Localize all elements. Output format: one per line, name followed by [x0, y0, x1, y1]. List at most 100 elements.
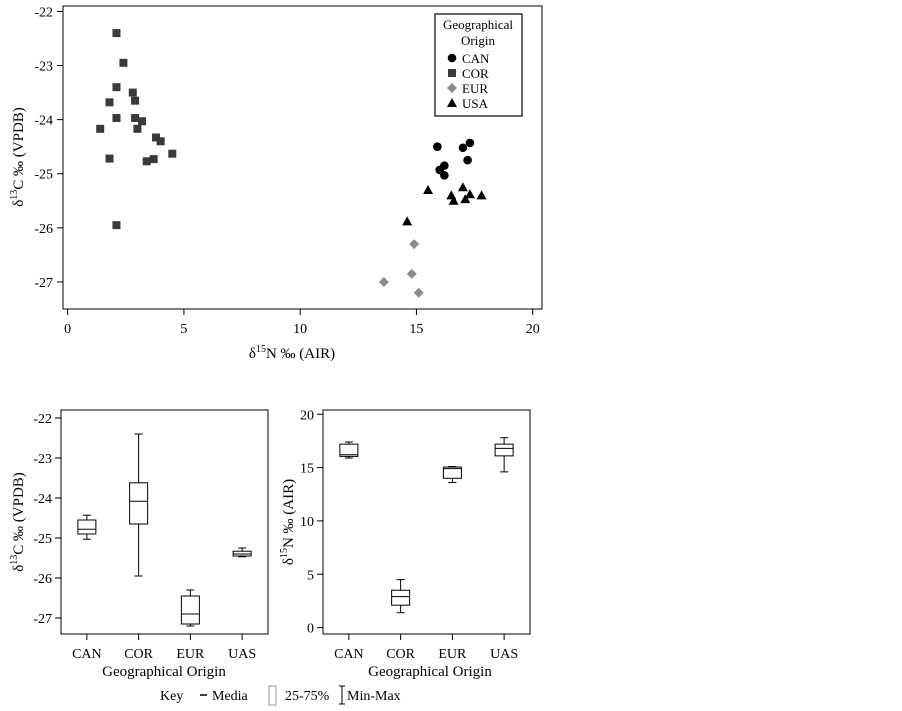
- scatter-x-tick-label: 20: [526, 322, 540, 337]
- scatter-y-label-rest: C ‰ (VPDB): [11, 107, 27, 190]
- box2-x-axis-label: Geographical Origin: [368, 664, 492, 680]
- scatter-point-usa: [402, 216, 413, 226]
- box1-y-tick-label: -26: [33, 572, 52, 587]
- legend-title-line-1: Geographical: [443, 17, 513, 32]
- scatter-y-tick-label: -24: [34, 114, 53, 129]
- scatter-chart: 0 5 10 15 20-22-23-24-25-26-27 δ15N ‰ (AIR) …: [9, 5, 543, 362]
- scatter-point-can: [463, 155, 472, 165]
- box1-y-label-delta: δ: [11, 565, 27, 572]
- legend-label-can: CAN: [462, 51, 490, 66]
- scatter-point-cor: [138, 117, 147, 126]
- scatter-x-label-sup: 15: [256, 344, 266, 355]
- legend-title-line-2: Origin: [461, 33, 495, 48]
- scatter-y-axis-label: δ13C ‰ (VPDB): [9, 107, 27, 207]
- box1-y-tick-label: -24: [33, 492, 52, 507]
- scatter-point-usa: [423, 184, 434, 194]
- box2-y-axis-label: δ15N ‰ (AIR): [279, 479, 297, 565]
- box2-box-uas: [494, 443, 514, 457]
- box1-y-axis-label: δ13C ‰ (VPDB): [9, 472, 27, 572]
- box2-category-label-eur: EUR: [438, 647, 467, 662]
- box2-y-label-rest: N ‰ (AIR): [281, 479, 297, 548]
- box2-plot-frame: [322, 409, 531, 635]
- box1-box-cor: [129, 482, 149, 525]
- box2-box-cor: [391, 589, 411, 606]
- scatter-x-tick-label: 10: [293, 322, 307, 337]
- box1-category-label-eur: EUR: [176, 647, 205, 662]
- box2-box-eur: [442, 466, 462, 479]
- box2-y-label-delta: δ: [281, 558, 297, 565]
- box2-box-can: [339, 443, 359, 457]
- scatter-point-eur: [378, 276, 389, 287]
- scatter-y-tick-label: -26: [34, 222, 53, 237]
- box-plot-d13c: -22 -23 -24 -25 -26 -27 CAN COR EUR UAS Geographi…: [9, 409, 269, 680]
- scatter-point-eur: [409, 239, 420, 250]
- box1-y-tick-label: -27: [33, 612, 52, 627]
- scatter-y-tick-label: -27: [34, 276, 53, 291]
- scatter-point-cor: [131, 114, 140, 123]
- box2-category-label-cor: COR: [386, 647, 415, 662]
- box2-y-tick-label: 20: [300, 408, 314, 423]
- legend-label-eur: EUR: [462, 81, 488, 96]
- scatter-point-usa: [460, 194, 471, 204]
- key-title: Key: [160, 689, 183, 704]
- key-iqr-symbol: [268, 685, 277, 706]
- scatter-x-label-delta: δ: [249, 346, 256, 362]
- scatter-x-tick-label: 5: [180, 322, 187, 337]
- box1-y-label-sup: 13: [9, 555, 20, 565]
- key-median-label: Media: [212, 689, 249, 704]
- scatter-y-tick-label: -23: [34, 60, 53, 75]
- legend-marker-usa: [447, 98, 457, 107]
- scatter-point-cor: [105, 154, 114, 163]
- scatter-point-cor: [105, 98, 114, 107]
- box1-category-label-uas: UAS: [228, 647, 256, 662]
- box1-box-can: [77, 519, 97, 535]
- scatter-y-tick-label: -22: [34, 5, 53, 20]
- legend-marker-cor: [448, 69, 456, 77]
- scatter-point-can: [433, 142, 442, 151]
- legend-marker-can: [447, 53, 457, 63]
- scatter-point-usa: [457, 182, 468, 192]
- legend-marker-eur: [447, 83, 457, 93]
- box2-y-tick-label: 5: [307, 568, 314, 583]
- box1-x-axis-label: Geographical Origin: [102, 664, 226, 680]
- legend-label-cor: COR: [462, 66, 489, 81]
- box1-box-eur: [180, 595, 200, 625]
- box1-category-label-can: CAN: [72, 647, 102, 662]
- box1-plot-frame: [60, 409, 269, 635]
- key-iqr-label: 25-75%: [285, 689, 330, 704]
- box2-y-tick-label: 0: [307, 622, 314, 637]
- scatter-x-axis-label: δ15N ‰ (AIR): [249, 344, 335, 362]
- box1-y-tick-label: -23: [33, 452, 52, 467]
- scatter-point-cor: [168, 149, 177, 158]
- scatter-point-cor: [112, 29, 121, 38]
- scatter-point-eur: [413, 287, 424, 298]
- key-range-symbol: [339, 685, 345, 705]
- box2-category-label-uas: UAS: [490, 647, 518, 662]
- scatter-x-tick-label: 15: [409, 322, 423, 337]
- scatter-point-can: [440, 171, 449, 180]
- scatter-y-tick-label: -25: [34, 168, 53, 183]
- scatter-point-cor: [133, 124, 142, 133]
- box1-y-tick-label: -22: [33, 412, 52, 427]
- scatter-point-cor: [96, 124, 105, 133]
- scatter-point-cor: [149, 155, 158, 164]
- scatter-point-usa: [476, 190, 487, 200]
- scatter-point-cor: [128, 88, 137, 97]
- scatter-point-cor: [152, 133, 161, 142]
- scatter-point-cor: [112, 221, 121, 230]
- legend-label-usa: USA: [462, 96, 489, 111]
- scatter-plot-frame: [62, 5, 543, 310]
- scatter-x-tick-label: 0: [64, 322, 71, 337]
- key-range-label: Min-Max: [347, 689, 401, 704]
- box2-y-tick-label: 15: [300, 462, 314, 477]
- scatter-point-cor: [142, 157, 151, 166]
- box-plot-d15n: 0 5 10 15 20 CAN COR EUR UAS Geographical Origin…: [279, 408, 531, 680]
- scatter-point-can: [465, 138, 475, 148]
- scatter-x-label-rest: N ‰ (AIR): [266, 346, 335, 362]
- box2-category-label-can: CAN: [334, 647, 364, 662]
- box1-y-tick-label: -25: [33, 532, 52, 547]
- box1-category-label-cor: COR: [124, 647, 153, 662]
- scatter-point-can: [458, 143, 468, 153]
- scatter-y-label-sup: 13: [9, 190, 20, 200]
